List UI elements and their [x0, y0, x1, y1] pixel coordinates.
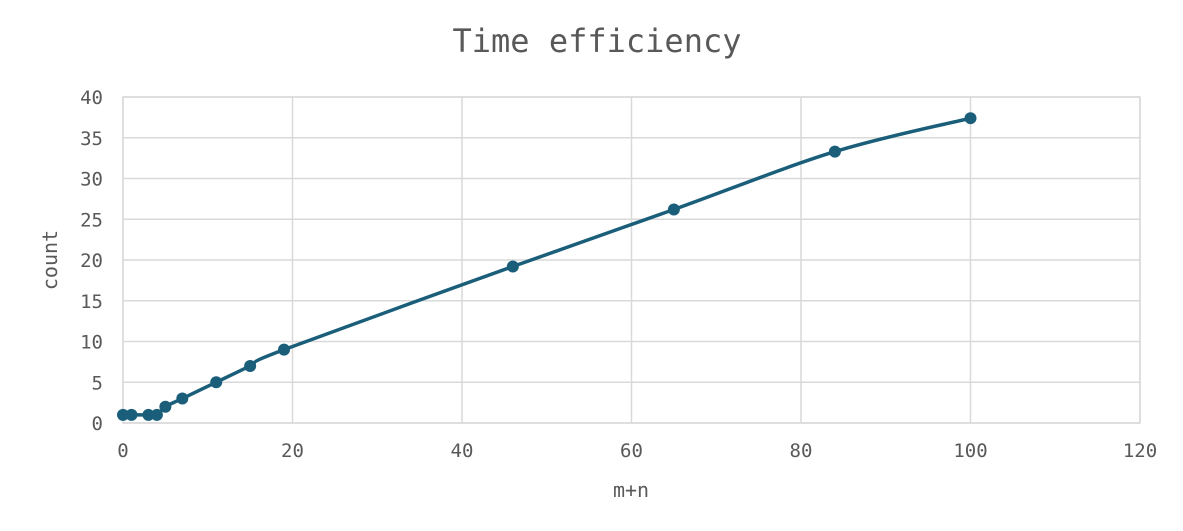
- x-tick-label: 40: [451, 440, 474, 462]
- x-tick-label: 120: [1123, 440, 1157, 462]
- grid: [122, 96, 1141, 424]
- y-tick-label: 10: [80, 332, 103, 354]
- y-axis-ticks: 0 5 10 15 20 25 30 35 40: [80, 87, 103, 435]
- chart-title: Time efficiency: [453, 22, 742, 60]
- x-tick-label: 80: [790, 440, 813, 462]
- x-tick-label: 0: [117, 440, 128, 462]
- x-tick-label: 60: [620, 440, 643, 462]
- y-axis-title: count: [38, 230, 62, 290]
- data-point: [964, 112, 977, 125]
- y-tick-label: 25: [80, 209, 103, 231]
- y-tick-label: 5: [92, 372, 103, 394]
- data-point: [828, 145, 841, 158]
- data-point: [506, 260, 519, 273]
- data-point: [667, 203, 680, 216]
- data-point: [142, 408, 155, 421]
- data-points: [117, 112, 977, 421]
- x-axis-title: m+n: [613, 478, 649, 502]
- plot-area-border: [122, 96, 1141, 424]
- y-tick-label: 0: [92, 413, 103, 435]
- data-point: [278, 343, 291, 356]
- data-point: [159, 400, 172, 413]
- x-tick-label: 100: [953, 440, 987, 462]
- data-point: [244, 359, 257, 372]
- y-tick-label: 20: [80, 250, 103, 272]
- y-tick-label: 35: [80, 128, 103, 150]
- data-point: [150, 408, 163, 421]
- data-point: [176, 392, 189, 405]
- y-tick-label: 15: [80, 291, 103, 313]
- data-point: [210, 376, 223, 389]
- data-point: [125, 408, 138, 421]
- x-tick-label: 20: [281, 440, 304, 462]
- data-point: [117, 408, 129, 421]
- y-tick-label: 40: [80, 87, 103, 109]
- x-axis-ticks: 0 20 40 60 80 100 120: [117, 440, 1157, 462]
- y-tick-label: 30: [80, 169, 103, 191]
